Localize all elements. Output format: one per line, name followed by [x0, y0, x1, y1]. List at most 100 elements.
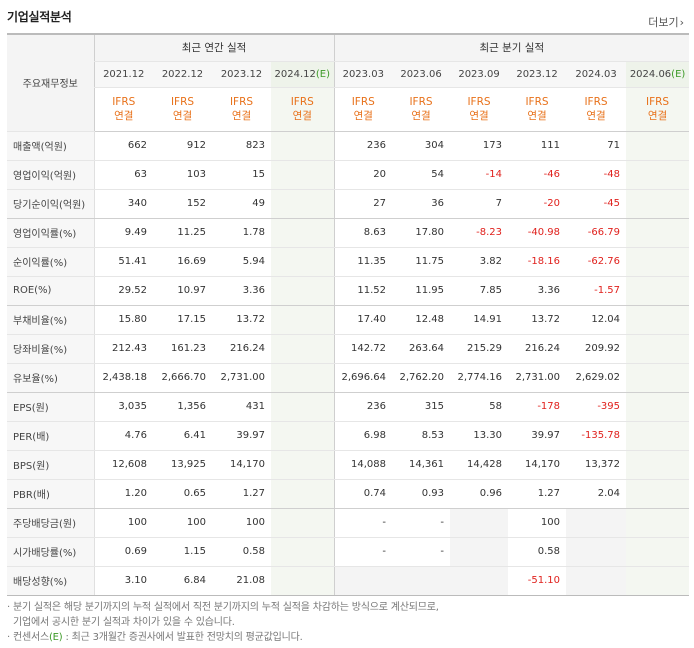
row-label: 당기순이익(억원): [7, 189, 95, 219]
value-cell: -: [333, 537, 393, 567]
value-cell: 11.25: [153, 218, 212, 248]
row-label: EPS(원): [7, 392, 95, 422]
value-cell: 100: [153, 508, 212, 538]
value-cell: [566, 508, 627, 538]
value-cell: [626, 450, 690, 480]
financial-table: 주요재무정보 최근 연간 실적 최근 분기 실적 2021.12 2022.12 2…: [7, 33, 690, 596]
value-cell: 36: [392, 189, 451, 219]
more-link[interactable]: 더보기›: [648, 14, 684, 30]
value-cell: 14,088: [333, 450, 393, 480]
table-row: 영업이익률(%) 9.49 11.25 1.78 8.63 17.80 -8.23 -40.9…: [7, 218, 690, 248]
ifrs-label: IFRS 연결: [450, 87, 509, 132]
value-cell: 111: [508, 131, 567, 161]
ifrs-label: IFRS 연결: [566, 87, 627, 132]
period-annual-2: 2023.12: [212, 61, 271, 88]
value-cell: 14.91: [450, 305, 509, 335]
table-row: 당좌비율(%) 212.43 161.23 216.24 142.72 263.64 215…: [7, 334, 690, 364]
value-cell: [450, 537, 509, 567]
value-cell: 2,774.16: [450, 363, 509, 393]
row-label: 부채비율(%): [7, 305, 95, 335]
value-cell: 20: [333, 160, 393, 190]
value-cell: 0.58: [212, 537, 271, 567]
note-3: · 컨센서스(E) : 최근 3개월간 증권사에서 발표한 전망치의 평균값입니…: [7, 632, 303, 643]
value-cell: [626, 508, 690, 538]
table-row: 영업이익(억원) 63 103 15 20 54 -14 -46 -48: [7, 160, 690, 190]
value-cell: 11.75: [392, 247, 451, 277]
period-quarter-1: 2023.06: [392, 61, 451, 88]
value-cell: 142.72: [333, 334, 393, 364]
table-row: 당기순이익(억원) 340 152 49 27 36 7 -20 -45: [7, 189, 690, 219]
value-cell: -45: [566, 189, 627, 219]
value-cell: [626, 537, 690, 567]
row-label: 영업이익률(%): [7, 218, 95, 248]
value-cell: 0.58: [508, 537, 567, 567]
value-cell: 14,170: [508, 450, 567, 480]
value-cell: [333, 566, 393, 596]
value-cell: 2,438.18: [93, 363, 153, 393]
value-cell: [626, 334, 690, 364]
value-cell: 51.41: [93, 247, 153, 277]
table-row: 주당배당금(원) 100 100 100- -100: [7, 508, 690, 538]
value-cell: 1.27: [508, 479, 567, 509]
value-cell: 1.27: [212, 479, 271, 509]
value-cell: 216.24: [212, 334, 271, 364]
table-row: 부채비율(%) 15.80 17.15 13.72 17.40 12.48 14.91 13.…: [7, 305, 690, 335]
ifrs-label: IFRS 연결: [153, 87, 212, 132]
value-cell: [271, 160, 335, 190]
value-cell: 0.96: [450, 479, 509, 509]
value-cell: 14,170: [212, 450, 271, 480]
note-1: · 분기 실적은 해당 분기까지의 누적 실적에서 직전 분기까지의 누적 실적…: [7, 602, 439, 613]
table-row: PBR(배) 1.20 0.65 1.27 0.74 0.93 0.96 1.27 2.04: [7, 479, 690, 509]
value-cell: [626, 276, 690, 306]
value-cell: 6.41: [153, 421, 212, 451]
chevron-right-icon: ›: [679, 16, 684, 29]
value-cell: [626, 160, 690, 190]
value-cell: [271, 218, 335, 248]
value-cell: [271, 189, 335, 219]
value-cell: 16.69: [153, 247, 212, 277]
value-cell: 15.80: [93, 305, 153, 335]
row-header-label: 주요재무정보: [7, 33, 94, 132]
ifrs-label: IFRS 연결: [392, 87, 451, 132]
table-row: 순이익률(%) 51.41 16.69 5.94 11.35 11.75 3.82 -18.1…: [7, 247, 690, 277]
ifrs-label: IFRS 연결: [626, 87, 690, 132]
value-cell: 216.24: [508, 334, 567, 364]
value-cell: 3,035: [93, 392, 153, 422]
value-cell: -18.16: [508, 247, 567, 277]
value-cell: -135.78: [566, 421, 627, 451]
period-quarter-4: 2024.03: [566, 61, 627, 88]
table-row: ROE(%) 29.52 10.97 3.36 11.52 11.95 7.85 3.36 -1…: [7, 276, 690, 306]
value-cell: 912: [153, 131, 212, 161]
value-cell: 3.10: [93, 566, 153, 596]
value-cell: 29.52: [93, 276, 153, 306]
value-cell: 2,762.20: [392, 363, 451, 393]
value-cell: 2,731.00: [212, 363, 271, 393]
table-row: 유보율(%) 2,438.18 2,666.70 2,731.00 2,696.64 2,…: [7, 363, 690, 393]
note-2: 기업에서 공시한 분기 실적과 차이가 있을 수 있습니다.: [7, 617, 235, 628]
row-label: 영업이익(억원): [7, 160, 95, 190]
value-cell: 8.53: [392, 421, 451, 451]
value-cell: [392, 566, 451, 596]
value-cell: 14,361: [392, 450, 451, 480]
value-cell: 1.15: [153, 537, 212, 567]
table-row: PER(배) 4.76 6.41 39.97 6.98 8.53 13.30 39.97 -13…: [7, 421, 690, 451]
value-cell: -40.98: [508, 218, 567, 248]
value-cell: 3.82: [450, 247, 509, 277]
value-cell: 3.36: [508, 276, 567, 306]
value-cell: -20: [508, 189, 567, 219]
ifrs-label: IFRS 연결: [212, 87, 271, 132]
value-cell: 100: [508, 508, 567, 538]
value-cell: [450, 508, 509, 538]
value-cell: 236: [333, 392, 393, 422]
value-cell: 100: [212, 508, 271, 538]
value-cell: 11.35: [333, 247, 393, 277]
value-cell: -: [333, 508, 393, 538]
value-cell: 10.97: [153, 276, 212, 306]
value-cell: 13,372: [566, 450, 627, 480]
value-cell: [566, 537, 627, 567]
value-cell: [626, 305, 690, 335]
value-cell: -46: [508, 160, 567, 190]
value-cell: [450, 566, 509, 596]
value-cell: [271, 537, 335, 567]
period-annual-3: 2024.12(E): [271, 61, 335, 88]
